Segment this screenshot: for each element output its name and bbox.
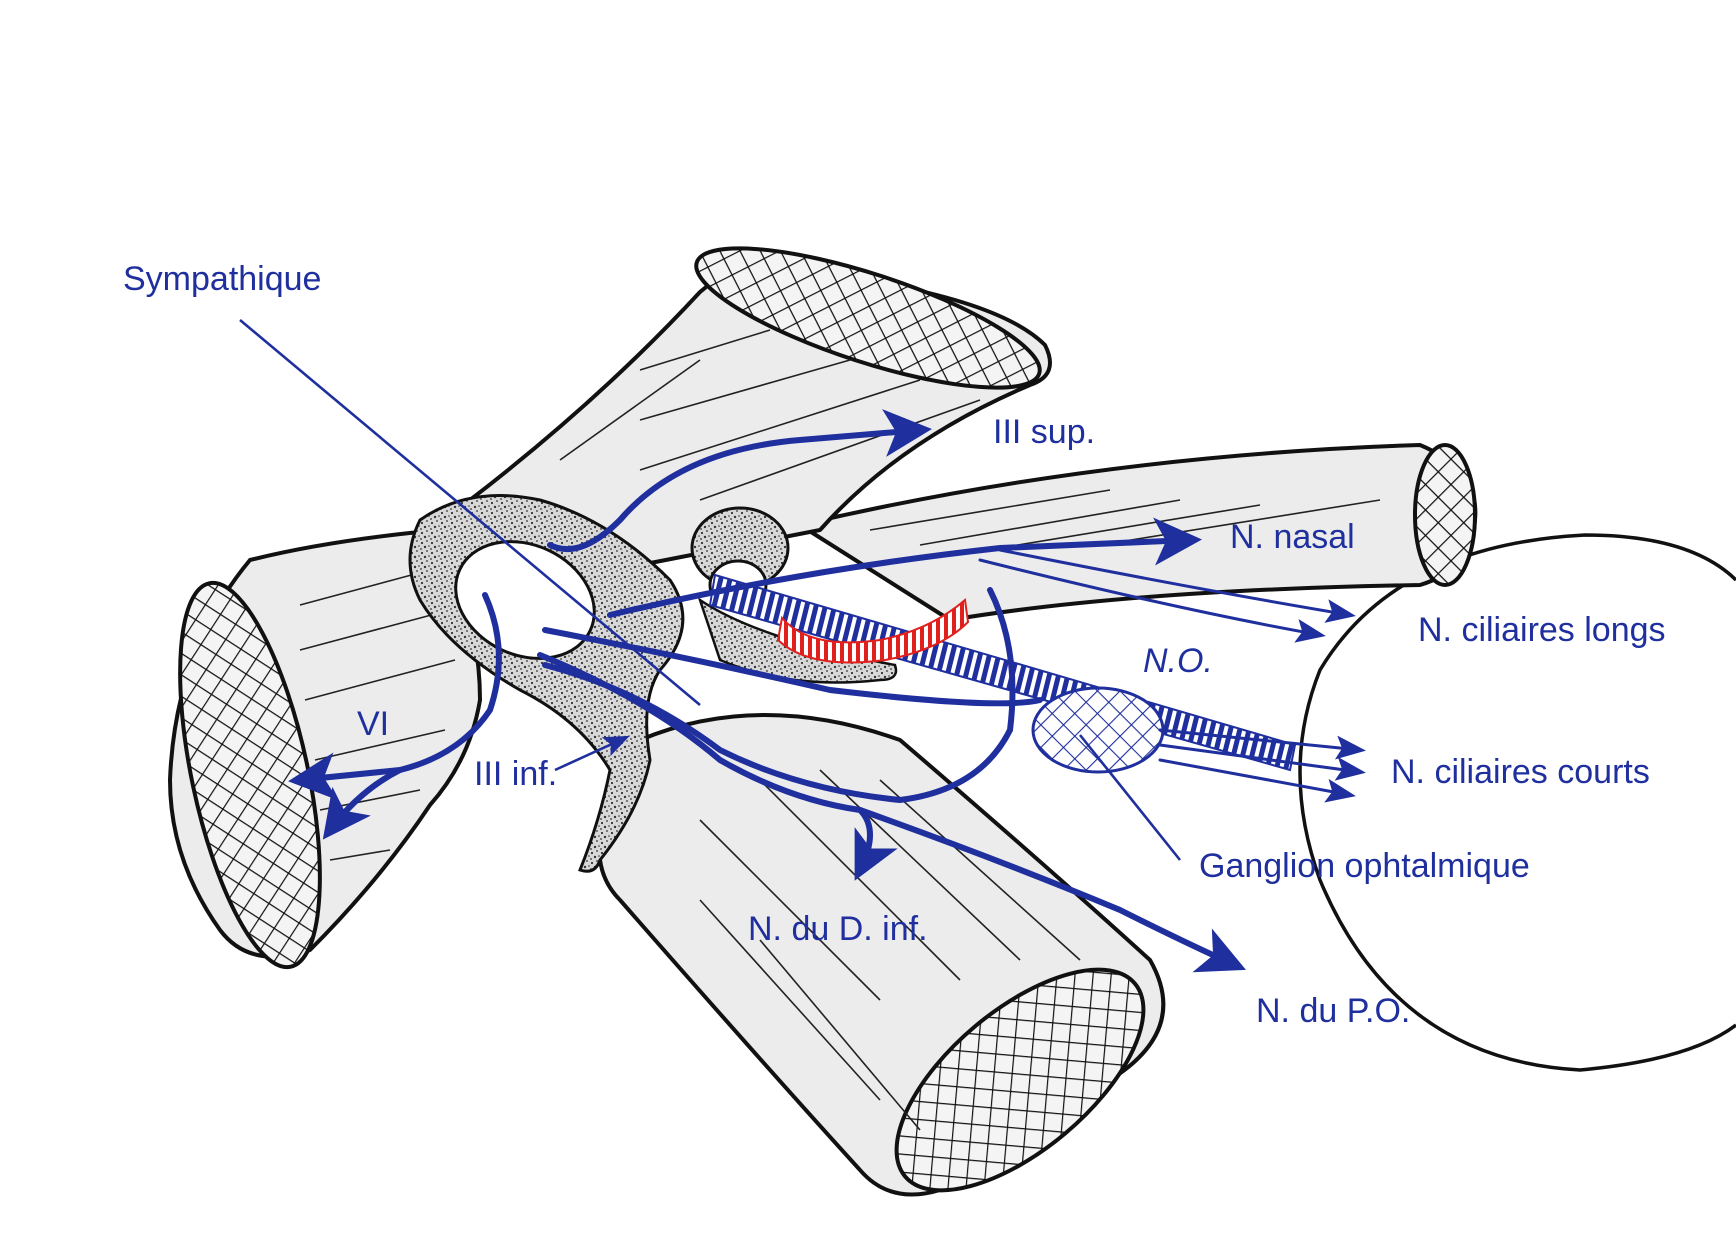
nerve-ciliaires-courts <box>1158 728 1366 803</box>
sympathique-leader <box>239 319 701 706</box>
label-ganglion-ophtalmique: Ganglion ophtalmique <box>1199 847 1530 885</box>
inferior-rectus-muscle <box>597 713 1166 1197</box>
label-iii-sup: III sup. <box>993 413 1095 451</box>
label-n-ciliaires-longs: N. ciliaires longs <box>1418 611 1666 649</box>
label-n-ciliaires-courts: N. ciliaires courts <box>1391 753 1650 791</box>
nerve-nasal <box>607 517 1356 643</box>
nerve-iii-sup <box>547 409 932 553</box>
eyeball <box>1298 533 1736 1072</box>
iii-inf-leader <box>554 735 630 772</box>
superior-rectus-muscle <box>468 246 1052 567</box>
label-iii-inf: III inf. <box>474 755 557 793</box>
label-n-du-p-o: N. du P.O. <box>1256 992 1410 1030</box>
lateral-rectus-muscle <box>798 443 1478 622</box>
ophthalmic-artery <box>776 598 970 664</box>
label-n-du-d-inf: N. du D. inf. <box>748 910 928 948</box>
label-vi: VI <box>357 705 389 743</box>
label-n-o: N.O. <box>1143 642 1213 680</box>
ganglion-leader <box>1078 734 1182 861</box>
label-n-nasal: N. nasal <box>1230 518 1355 556</box>
nerve-po <box>857 807 1246 973</box>
nerve-vi <box>288 592 502 840</box>
label-sympathique: Sympathique <box>123 260 321 298</box>
